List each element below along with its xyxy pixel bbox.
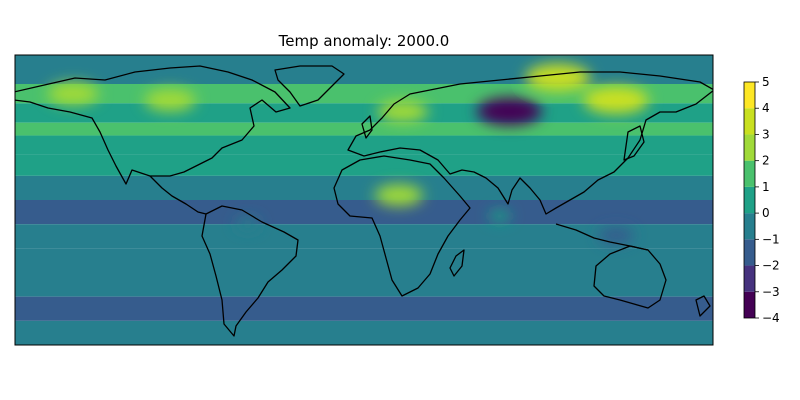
- anomaly-central-africa: [374, 184, 423, 206]
- colorbar: −4 −3 −2 −1 0 1 2 3 4 5: [743, 75, 780, 325]
- coastline-madagascar: [449, 249, 465, 277]
- zonal-band-12: [15, 320, 713, 345]
- zonal-band-10: [15, 272, 713, 297]
- coastline-central-america: [149, 175, 207, 215]
- anomaly-australia: [598, 226, 634, 244]
- colorbar-tick-label: 4: [762, 101, 770, 115]
- coastline-greenland: [274, 65, 345, 107]
- coastline-japan: [623, 125, 645, 161]
- zonal-band-8: [15, 224, 713, 249]
- coastline-british-isles: [361, 115, 373, 139]
- colorbar-levels: [744, 82, 755, 318]
- colorbar-level-1: [744, 265, 755, 292]
- zonal-band-11: [15, 296, 713, 321]
- anomaly-alaska: [47, 82, 99, 105]
- colorbar-level-8: [744, 82, 755, 109]
- anomaly-south-america: [235, 217, 260, 231]
- anomaly-europe: [377, 100, 429, 123]
- zonal-band-6: [15, 175, 713, 200]
- coastlines: [15, 65, 713, 337]
- zonal-band-5: [15, 154, 713, 176]
- anomaly-patches: [47, 63, 649, 244]
- colorbar-ticks: −4 −3 −2 −1 0 1 2 3 4 5: [755, 75, 780, 325]
- colorbar-level-2: [744, 239, 755, 266]
- colorbar-tick-label: 0: [762, 206, 770, 220]
- colorbar-tick-label: −3: [762, 285, 780, 299]
- map-area: [15, 55, 713, 345]
- anomaly-arctic-siberia: [525, 63, 591, 92]
- colorbar-tick-label: −2: [762, 259, 780, 273]
- zonal-band-7: [15, 200, 713, 225]
- zonal-bands: [15, 55, 713, 345]
- colorbar-tick-label: −4: [762, 311, 780, 325]
- zonal-band-0: [15, 55, 713, 84]
- colorbar-level-0: [744, 291, 755, 318]
- coastline-new-zealand: [695, 295, 711, 317]
- colorbar-level-5: [744, 160, 755, 187]
- colorbar-tick-label: 2: [762, 154, 770, 168]
- zonal-band-4: [15, 135, 713, 155]
- map-title: Temp anomaly: 2000.0: [278, 32, 450, 50]
- colorbar-level-4: [744, 186, 755, 214]
- zonal-band-9: [15, 248, 713, 273]
- colorbar-level-7: [744, 108, 755, 135]
- colorbar-level-3: [744, 213, 755, 240]
- anomaly-indian-ocean: [488, 210, 511, 223]
- coastline-north-america: [15, 65, 291, 185]
- coastline-south-america: [201, 205, 299, 337]
- colorbar-tick-label: 5: [762, 75, 770, 89]
- coastline-africa: [333, 155, 471, 297]
- anomaly-central-siberia: [476, 97, 542, 126]
- anomaly-northern-canada: [144, 88, 196, 112]
- map-frame: [14, 54, 714, 346]
- coastline-eurasia: [347, 71, 713, 215]
- colorbar-frame: [743, 81, 756, 319]
- colorbar-tick-label: 3: [762, 127, 770, 141]
- colorbar-tick-label: −1: [762, 232, 780, 246]
- colorbar-tick-label: 1: [762, 180, 770, 194]
- anomaly-east-siberia: [583, 86, 649, 114]
- colorbar-level-6: [744, 134, 755, 161]
- coastline-australia: [593, 245, 667, 309]
